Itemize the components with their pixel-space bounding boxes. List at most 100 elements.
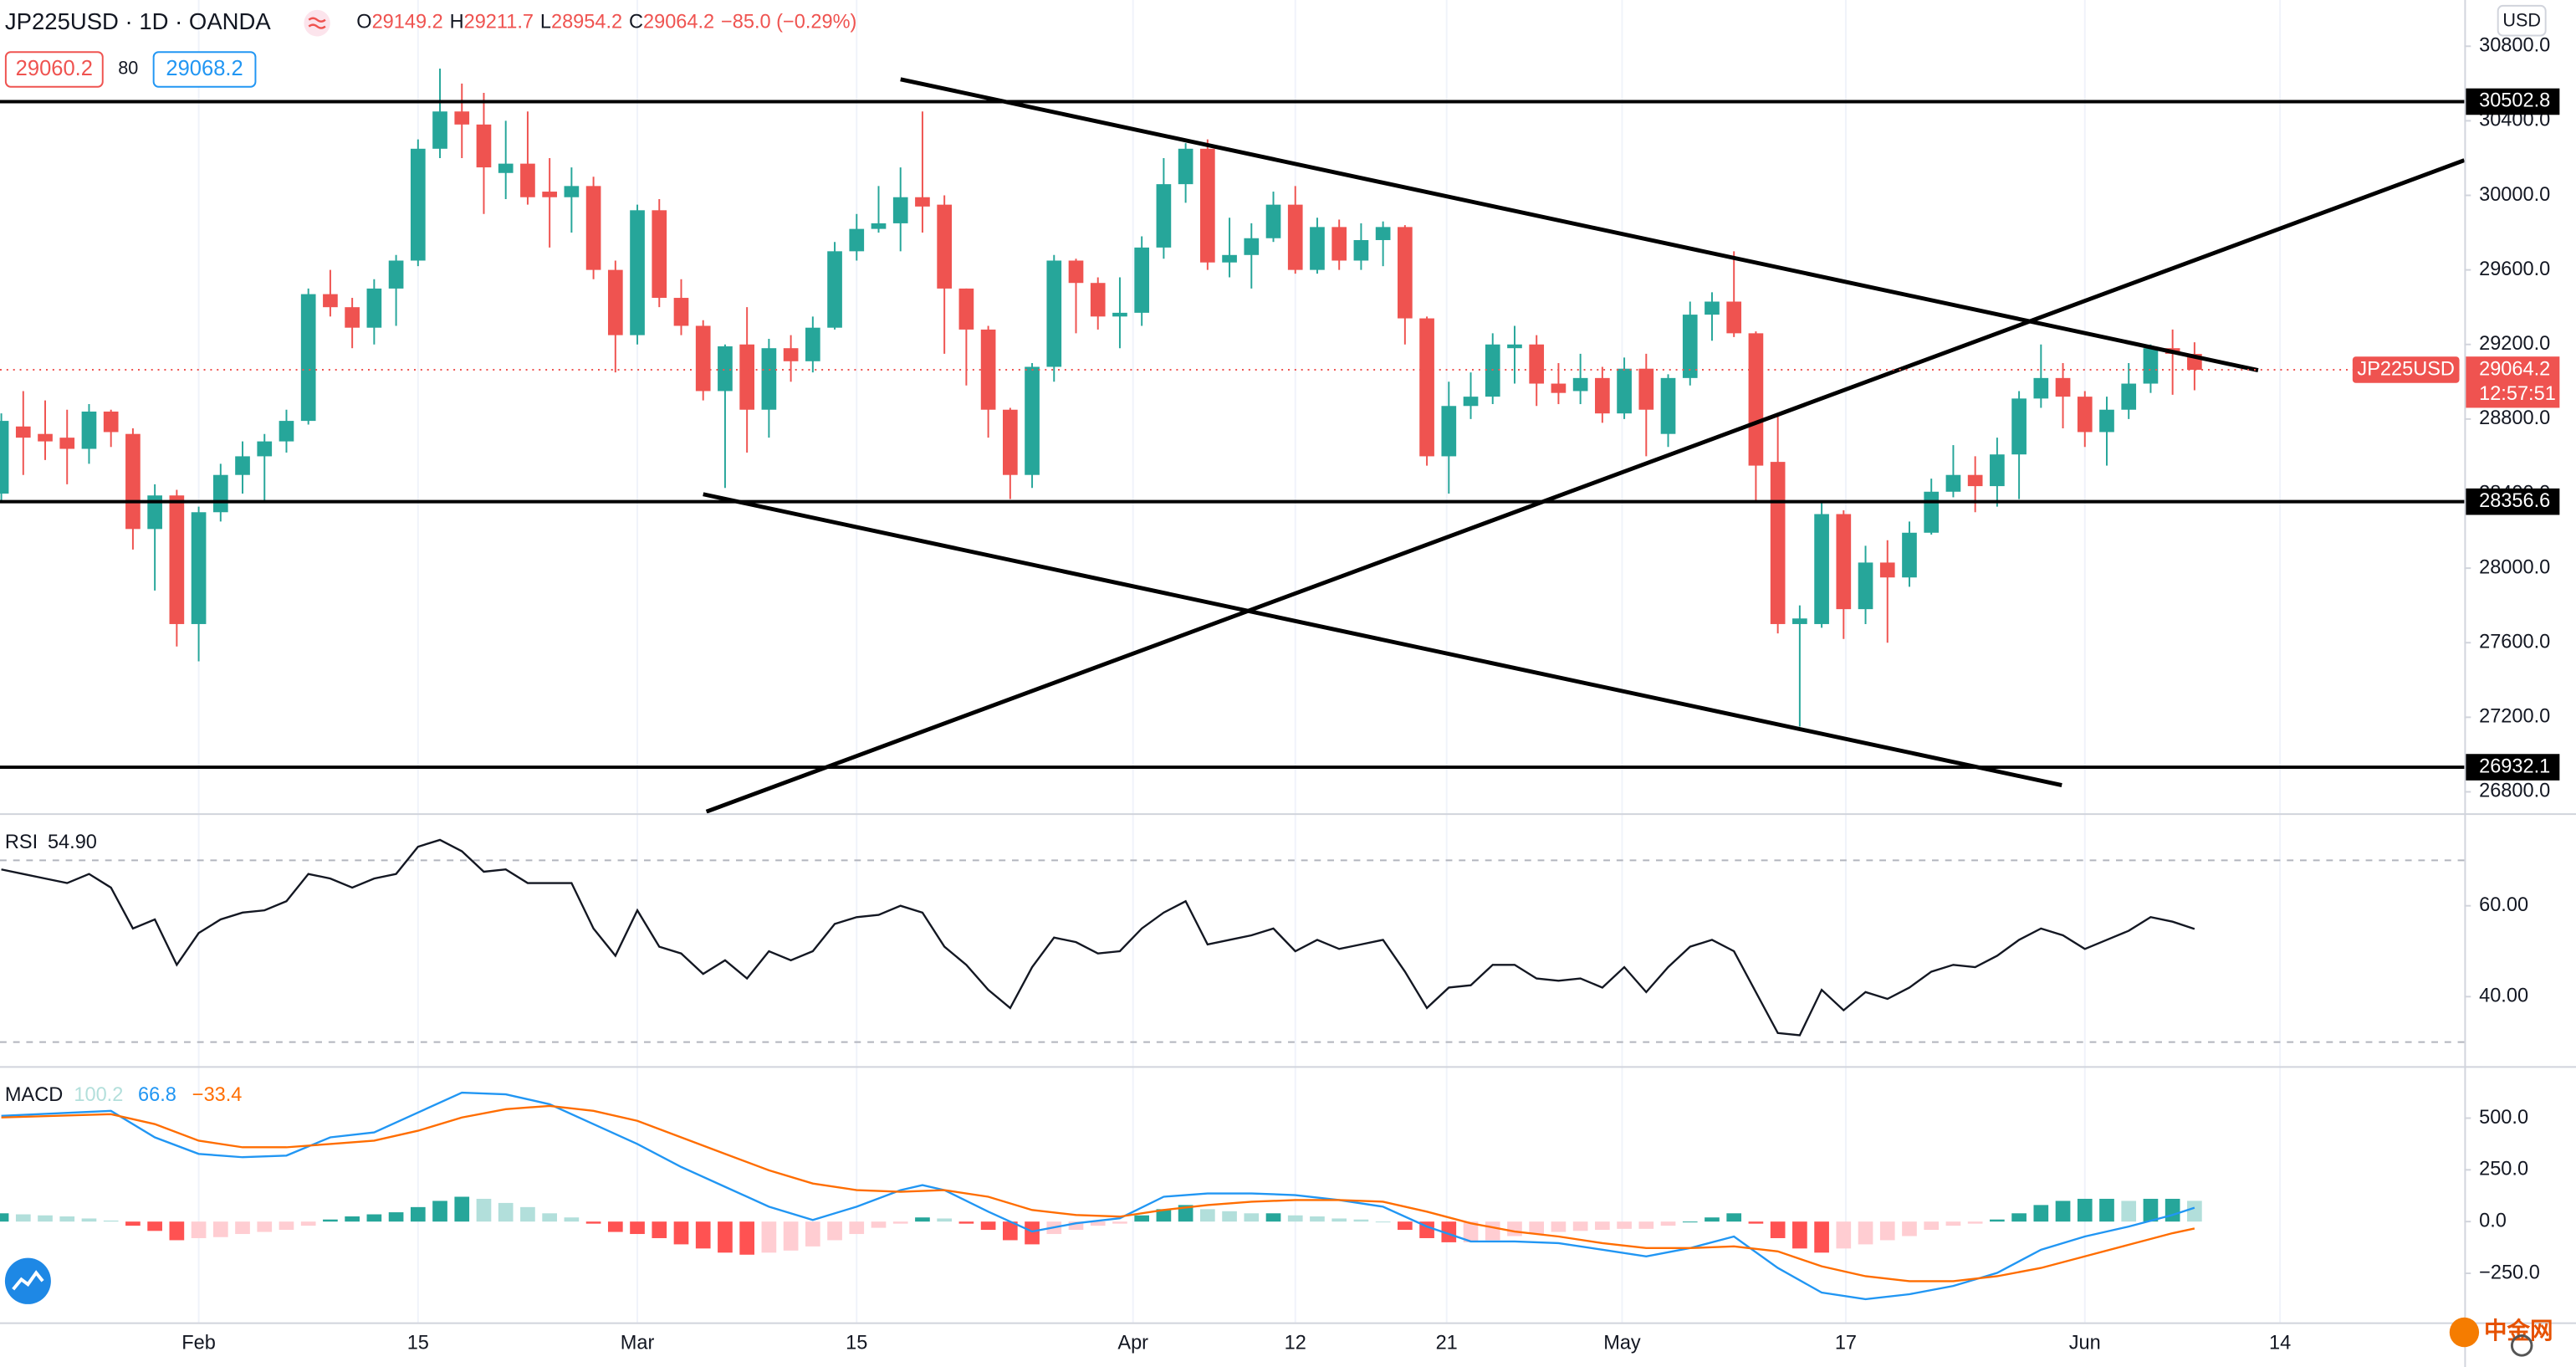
candle-body	[38, 433, 53, 442]
candle-body	[212, 474, 228, 513]
hline-price-box	[2466, 88, 2560, 115]
x-tick-label: Feb	[181, 1333, 216, 1354]
x-tick-label: 14	[2269, 1333, 2291, 1354]
sell-box[interactable]	[4, 51, 104, 88]
macd-histogram-bar	[1836, 1221, 1852, 1249]
candle-body	[1090, 283, 1106, 317]
y-tick-label: 28000.0	[2479, 556, 2550, 578]
candle-body	[564, 186, 580, 197]
ohlc-legend: O29149.2 H29211.7 L28954.2 C29064.2 −85.0 (−…	[356, 12, 856, 33]
macd-histogram-bar	[871, 1221, 887, 1228]
macd-histogram-bar	[1265, 1213, 1281, 1222]
macd-histogram-bar	[783, 1221, 799, 1251]
indicator-icon[interactable]	[304, 9, 330, 37]
macd-histogram-bar	[1682, 1221, 1698, 1223]
macd-histogram-bar	[1617, 1221, 1632, 1229]
candle-body	[1924, 491, 1940, 533]
candle-body	[1792, 618, 1807, 624]
tradingview-logo-glyph	[12, 1270, 44, 1291]
macd-histogram-bar	[1814, 1221, 1829, 1253]
macd-histogram-bar	[2143, 1198, 2159, 1222]
macd-histogram-bar	[279, 1221, 294, 1231]
macd-histogram-bar	[1112, 1221, 1127, 1224]
candle-body	[81, 411, 97, 449]
macd-histogram-bar	[169, 1221, 185, 1241]
candle-body	[849, 228, 865, 252]
candle-body	[2011, 398, 2027, 455]
candle-body	[1398, 227, 1413, 319]
macd-histogram-bar	[1244, 1213, 1260, 1222]
candle-body	[1222, 254, 1237, 263]
rsi-title: RSI	[5, 832, 38, 853]
y-tick-label: 26800.0	[2479, 781, 2550, 802]
candle-body	[1287, 204, 1303, 270]
macd-histogram-bar	[1902, 1221, 1917, 1236]
x-tick-label: 15	[846, 1333, 867, 1354]
y-tick-label: 60.00	[2479, 894, 2528, 916]
candle-body	[718, 346, 733, 392]
macd-histogram-bar	[1222, 1211, 1237, 1222]
candle-body	[542, 192, 557, 197]
rsi-line	[1, 838, 2195, 1037]
candle-body	[1507, 344, 1522, 349]
ask-price: 29068.2	[166, 57, 243, 80]
macd-histogram-bar	[937, 1218, 953, 1222]
x-tick-label: 15	[407, 1333, 429, 1354]
y-tick-label: 40.00	[2479, 986, 2528, 1007]
x-tick-label: Mar	[621, 1333, 655, 1354]
candle-body	[761, 348, 777, 410]
candle-body	[783, 348, 799, 361]
settings-icon[interactable]	[2510, 1334, 2533, 1357]
plot-layer	[0, 68, 2466, 1301]
candle-body	[1046, 260, 1062, 367]
candle-body	[607, 269, 623, 335]
candle-body	[1945, 474, 1961, 492]
candle-body	[2121, 383, 2137, 410]
macd-histogram-bar	[1924, 1221, 1940, 1231]
candle-body	[1419, 318, 1434, 457]
indicator-icon-glyph	[308, 17, 326, 29]
candle-body	[1682, 315, 1698, 378]
bid-price: 29060.2	[16, 57, 93, 80]
candle-body	[388, 260, 404, 289]
symbol-label: JP225USD	[2357, 358, 2455, 380]
macd-histogram-bar	[849, 1221, 865, 1235]
macd-histogram-bar	[2077, 1198, 2093, 1222]
y-tick-label: 30000.0	[2479, 184, 2550, 206]
candle-body	[630, 210, 645, 335]
candle-body	[432, 111, 447, 149]
tradingview-logo[interactable]	[4, 1257, 51, 1304]
candle-body	[1705, 301, 1720, 315]
candle-body	[147, 495, 162, 530]
macd-histogram-bar	[1375, 1221, 1391, 1223]
macd-histogram-bar	[652, 1221, 667, 1238]
macd-histogram-bar	[0, 1213, 9, 1222]
macd-histogram-bar	[1879, 1221, 1895, 1241]
macd-histogram-bar	[1507, 1221, 1522, 1236]
macd-histogram-bar	[388, 1212, 404, 1222]
candle-body	[498, 163, 514, 173]
hline-price-label: 30502.8	[2479, 90, 2550, 112]
candle-body	[673, 298, 689, 326]
currency-box[interactable]	[2497, 4, 2547, 37]
candle-body	[892, 197, 908, 223]
macd-histogram-bar	[1660, 1221, 1676, 1226]
candle-body	[1617, 368, 1632, 414]
x-tick-label: Jun	[2069, 1333, 2101, 1354]
candle-body	[1572, 377, 1588, 392]
macd-signal-value: −33.4	[192, 1084, 243, 1106]
candle-body	[15, 426, 31, 438]
candle-body	[476, 124, 492, 168]
candle-body	[2033, 377, 2049, 399]
buy-box[interactable]	[152, 51, 257, 88]
macd-histogram-bar	[1529, 1221, 1545, 1235]
macd-histogram-bar	[2033, 1205, 2049, 1222]
candle-body	[1353, 239, 1369, 261]
macd-histogram-bar	[1485, 1221, 1500, 1241]
x-tick-label: 17	[1835, 1333, 1857, 1354]
macd-title: MACD	[5, 1084, 63, 1106]
hline-price-label: 26932.1	[2479, 755, 2550, 777]
candle-body	[871, 223, 887, 229]
spread: 80	[118, 58, 138, 79]
macd-histogram-bar	[2011, 1213, 2027, 1222]
